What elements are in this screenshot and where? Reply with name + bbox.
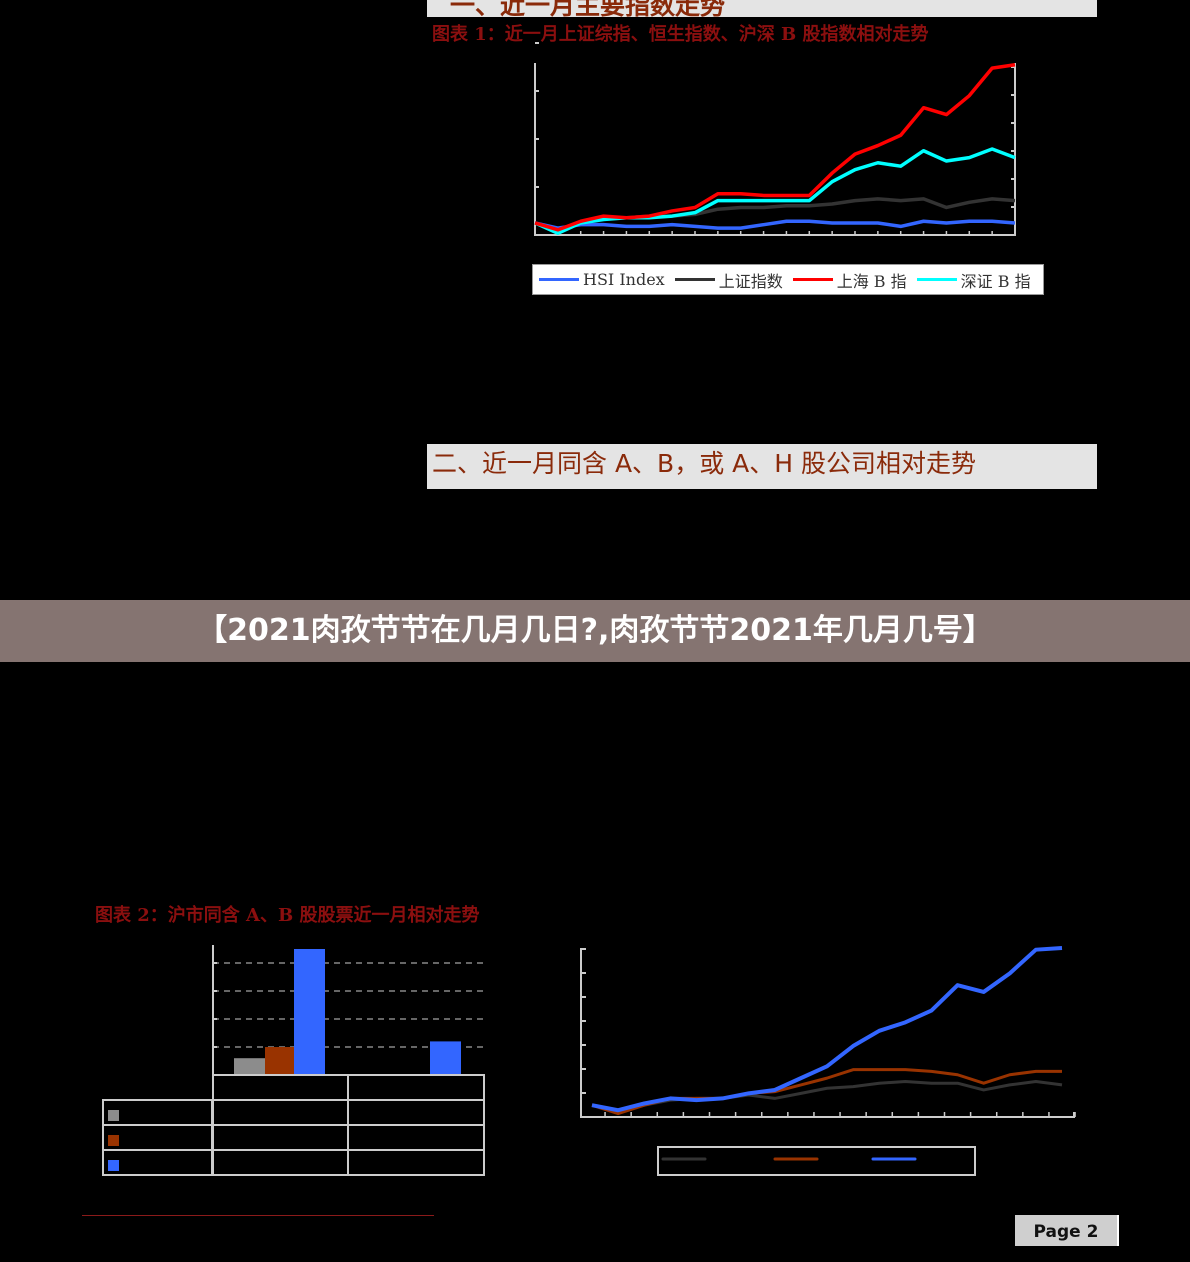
chart3-legend bbox=[657, 1146, 976, 1176]
legend-swatch bbox=[108, 1110, 119, 1121]
series-line bbox=[591, 1068, 1062, 1116]
table-frame bbox=[102, 1099, 485, 1176]
page-number: Page 2 bbox=[1015, 1215, 1119, 1246]
bar bbox=[294, 949, 325, 1075]
series-line bbox=[591, 946, 1063, 1113]
chart2-caption: 图表 2：沪市同含 A、B 股股票近一月相对走势 bbox=[95, 905, 480, 926]
chart1-caption: 图表 1：近一月上证综指、恒生指数、沪深 B 股指数相对走势 bbox=[432, 24, 929, 45]
banner-title: 【2021肉孜节节在几月几日?,肉孜节节2021年几月几号】 bbox=[0, 600, 1190, 662]
legend-label: 上海 B 指 bbox=[836, 271, 907, 291]
series-line bbox=[534, 219, 1016, 230]
legend-item: HSI Index bbox=[539, 270, 665, 289]
chart1-legend: HSI Index 上证指数 上海 B 指 深证 B 指 bbox=[532, 264, 1044, 295]
chart3-axes bbox=[580, 948, 1075, 1118]
footer-rule bbox=[82, 1215, 434, 1216]
section1-heading: 一、近一月主要指数走势 bbox=[427, 0, 1097, 17]
legend-item: 上海 B 指 bbox=[792, 268, 907, 292]
bar bbox=[430, 1041, 461, 1075]
legend-swatch bbox=[108, 1160, 119, 1171]
legend-item: 深证 B 指 bbox=[916, 268, 1031, 292]
series-line bbox=[591, 1080, 1063, 1114]
bar bbox=[234, 1058, 265, 1075]
legend-swatch bbox=[916, 278, 957, 281]
section1-heading-text: 一、近一月主要指数走势 bbox=[450, 0, 726, 17]
chart1-axes bbox=[534, 63, 1016, 236]
section2-heading: 二、近一月同含 A、B，或 A、H 股公司相对走势 bbox=[427, 444, 1097, 489]
legend-label: 深证 B 指 bbox=[960, 271, 1031, 291]
legend-swatch bbox=[539, 278, 579, 281]
series-line bbox=[534, 62, 1016, 232]
series-line bbox=[534, 147, 1016, 236]
legend-label: HSI Index bbox=[583, 270, 665, 289]
legend-swatch bbox=[674, 278, 715, 281]
legend-swatch bbox=[792, 278, 833, 281]
legend-item: 上证指数 bbox=[674, 268, 783, 292]
bar bbox=[265, 1047, 294, 1075]
chart1 bbox=[534, 42, 1016, 236]
table-frame bbox=[212, 1074, 485, 1176]
legend-label: 上证指数 bbox=[718, 271, 783, 291]
legend-swatch bbox=[108, 1135, 119, 1146]
